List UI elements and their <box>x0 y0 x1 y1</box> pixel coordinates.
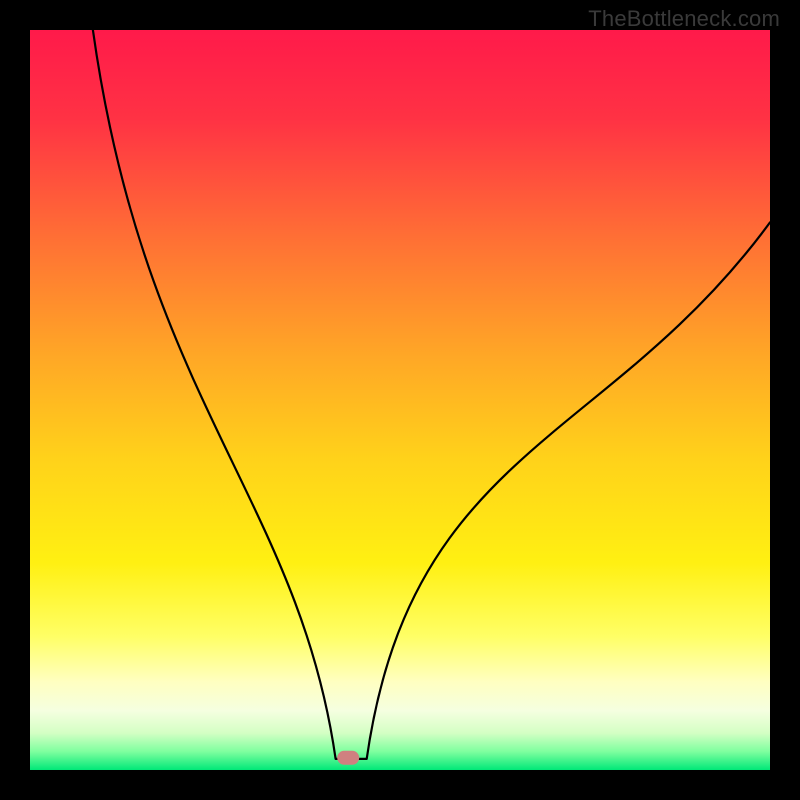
marker-layer <box>30 30 770 770</box>
plot-area <box>30 30 770 770</box>
optimum-marker <box>337 751 359 765</box>
watermark-text: TheBottleneck.com <box>588 6 780 32</box>
